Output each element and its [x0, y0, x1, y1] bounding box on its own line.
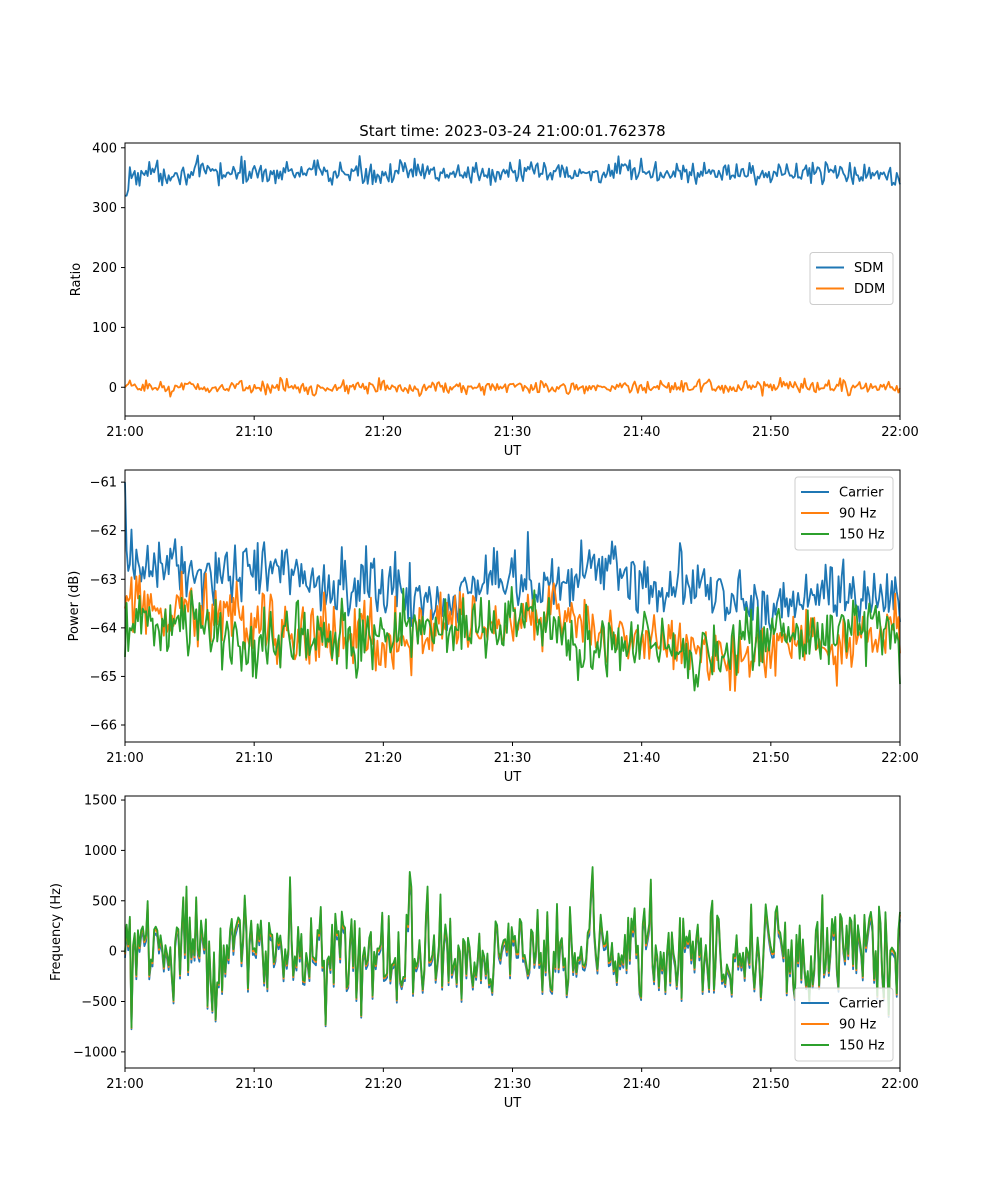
- y-tick-label: 1500: [84, 794, 117, 809]
- x-tick-label: 21:00: [106, 1077, 143, 1092]
- series-line-150-hz: [124, 585, 901, 692]
- y-axis-label: Power (dB): [67, 571, 82, 642]
- x-tick-label: 22:00: [881, 1077, 918, 1092]
- x-tick-label: 21:20: [365, 751, 402, 766]
- series-line-ddm: [124, 376, 901, 398]
- x-axis-label: UT: [504, 770, 522, 785]
- series-group: [124, 482, 901, 692]
- panels: 21:00 21:10 21:20 21:30 21:40 21:50 22:00 0 100 2…: [49, 141, 919, 1111]
- y-tick-label: −500: [81, 995, 117, 1010]
- series-group: [124, 866, 901, 1031]
- panel-2: 21:00 21:10 21:20 21:30 21:40 21:50 22:00 −66 −6…: [67, 469, 919, 785]
- y-tick-label: −1000: [73, 1045, 117, 1060]
- x-axis-label: UT: [504, 1096, 522, 1111]
- y-tick-label: −65: [90, 670, 117, 685]
- y-axis-label: Ratio: [69, 263, 84, 296]
- legend-box: [809, 252, 894, 305]
- legend-label: 90 Hz: [839, 507, 876, 522]
- series-line-150-hz: [124, 866, 901, 1029]
- panel-3: 21:00 21:10 21:20 21:30 21:40 21:50 22:00 −1000…: [49, 794, 919, 1111]
- x-tick-label: 21:20: [365, 1077, 402, 1092]
- x-tick-label: 21:10: [235, 425, 272, 440]
- legend-box: [794, 476, 894, 551]
- legend: Carrier 90 Hz 150 Hz: [794, 476, 894, 551]
- x-tick-label: 21:30: [494, 1077, 531, 1092]
- legend: Carrier 90 Hz 150 Hz: [794, 987, 894, 1062]
- panel-1: 21:00 21:10 21:20 21:30 21:40 21:50 22:00 0 100 2…: [69, 141, 919, 459]
- x-tick-label: 21:50: [752, 425, 789, 440]
- x-tick-label: 21:40: [623, 1077, 660, 1092]
- legend-box: [794, 987, 894, 1062]
- y-tick-label: 200: [92, 261, 117, 276]
- y-tick-label: 1000: [84, 844, 117, 859]
- figure-title: Start time: 2023-03-24 21:00:01.762378: [359, 122, 665, 140]
- y-tick-label: 0: [109, 381, 117, 396]
- series-line-90-hz: [124, 570, 901, 692]
- y-tick-label: −61: [90, 476, 117, 491]
- x-tick-label: 21:50: [752, 1077, 789, 1092]
- x-tick-label: 21:10: [235, 1077, 272, 1092]
- x-tick-label: 21:20: [365, 425, 402, 440]
- x-tick-label: 21:00: [106, 425, 143, 440]
- y-tick-label: −62: [90, 524, 117, 539]
- y-tick-label: −66: [90, 719, 117, 734]
- x-tick-label: 21:00: [106, 751, 143, 766]
- legend-label: 90 Hz: [839, 1018, 876, 1033]
- x-tick-label: 22:00: [881, 751, 918, 766]
- series-line-sdm: [125, 154, 901, 197]
- legend: SDM DDM: [809, 252, 894, 305]
- y-tick-label: 0: [109, 945, 117, 960]
- x-tick-label: 21:50: [752, 751, 789, 766]
- x-tick-label: 22:00: [881, 425, 918, 440]
- y-tick-label: −63: [90, 573, 117, 588]
- x-tick-label: 21:10: [235, 751, 272, 766]
- y-tick-label: −64: [90, 621, 117, 636]
- x-tick-label: 21:30: [494, 751, 531, 766]
- y-tick-label: 500: [92, 894, 117, 909]
- x-tick-label: 21:40: [623, 751, 660, 766]
- x-tick-label: 21:30: [494, 425, 531, 440]
- x-tick-label: 21:40: [623, 425, 660, 440]
- y-tick-label: 400: [92, 141, 117, 156]
- x-axis-label: UT: [504, 444, 522, 459]
- series-group: [124, 154, 901, 398]
- legend-label: 150 Hz: [839, 528, 885, 543]
- legend-label: DDM: [854, 282, 885, 297]
- legend-label: SDM: [854, 261, 883, 276]
- legend-label: Carrier: [839, 486, 884, 501]
- legend-label: Carrier: [839, 997, 884, 1012]
- legend-label: 150 Hz: [839, 1039, 885, 1054]
- y-axis-label: Frequency (Hz): [49, 883, 64, 981]
- y-tick-label: 100: [92, 321, 117, 336]
- y-tick-label: 300: [92, 201, 117, 216]
